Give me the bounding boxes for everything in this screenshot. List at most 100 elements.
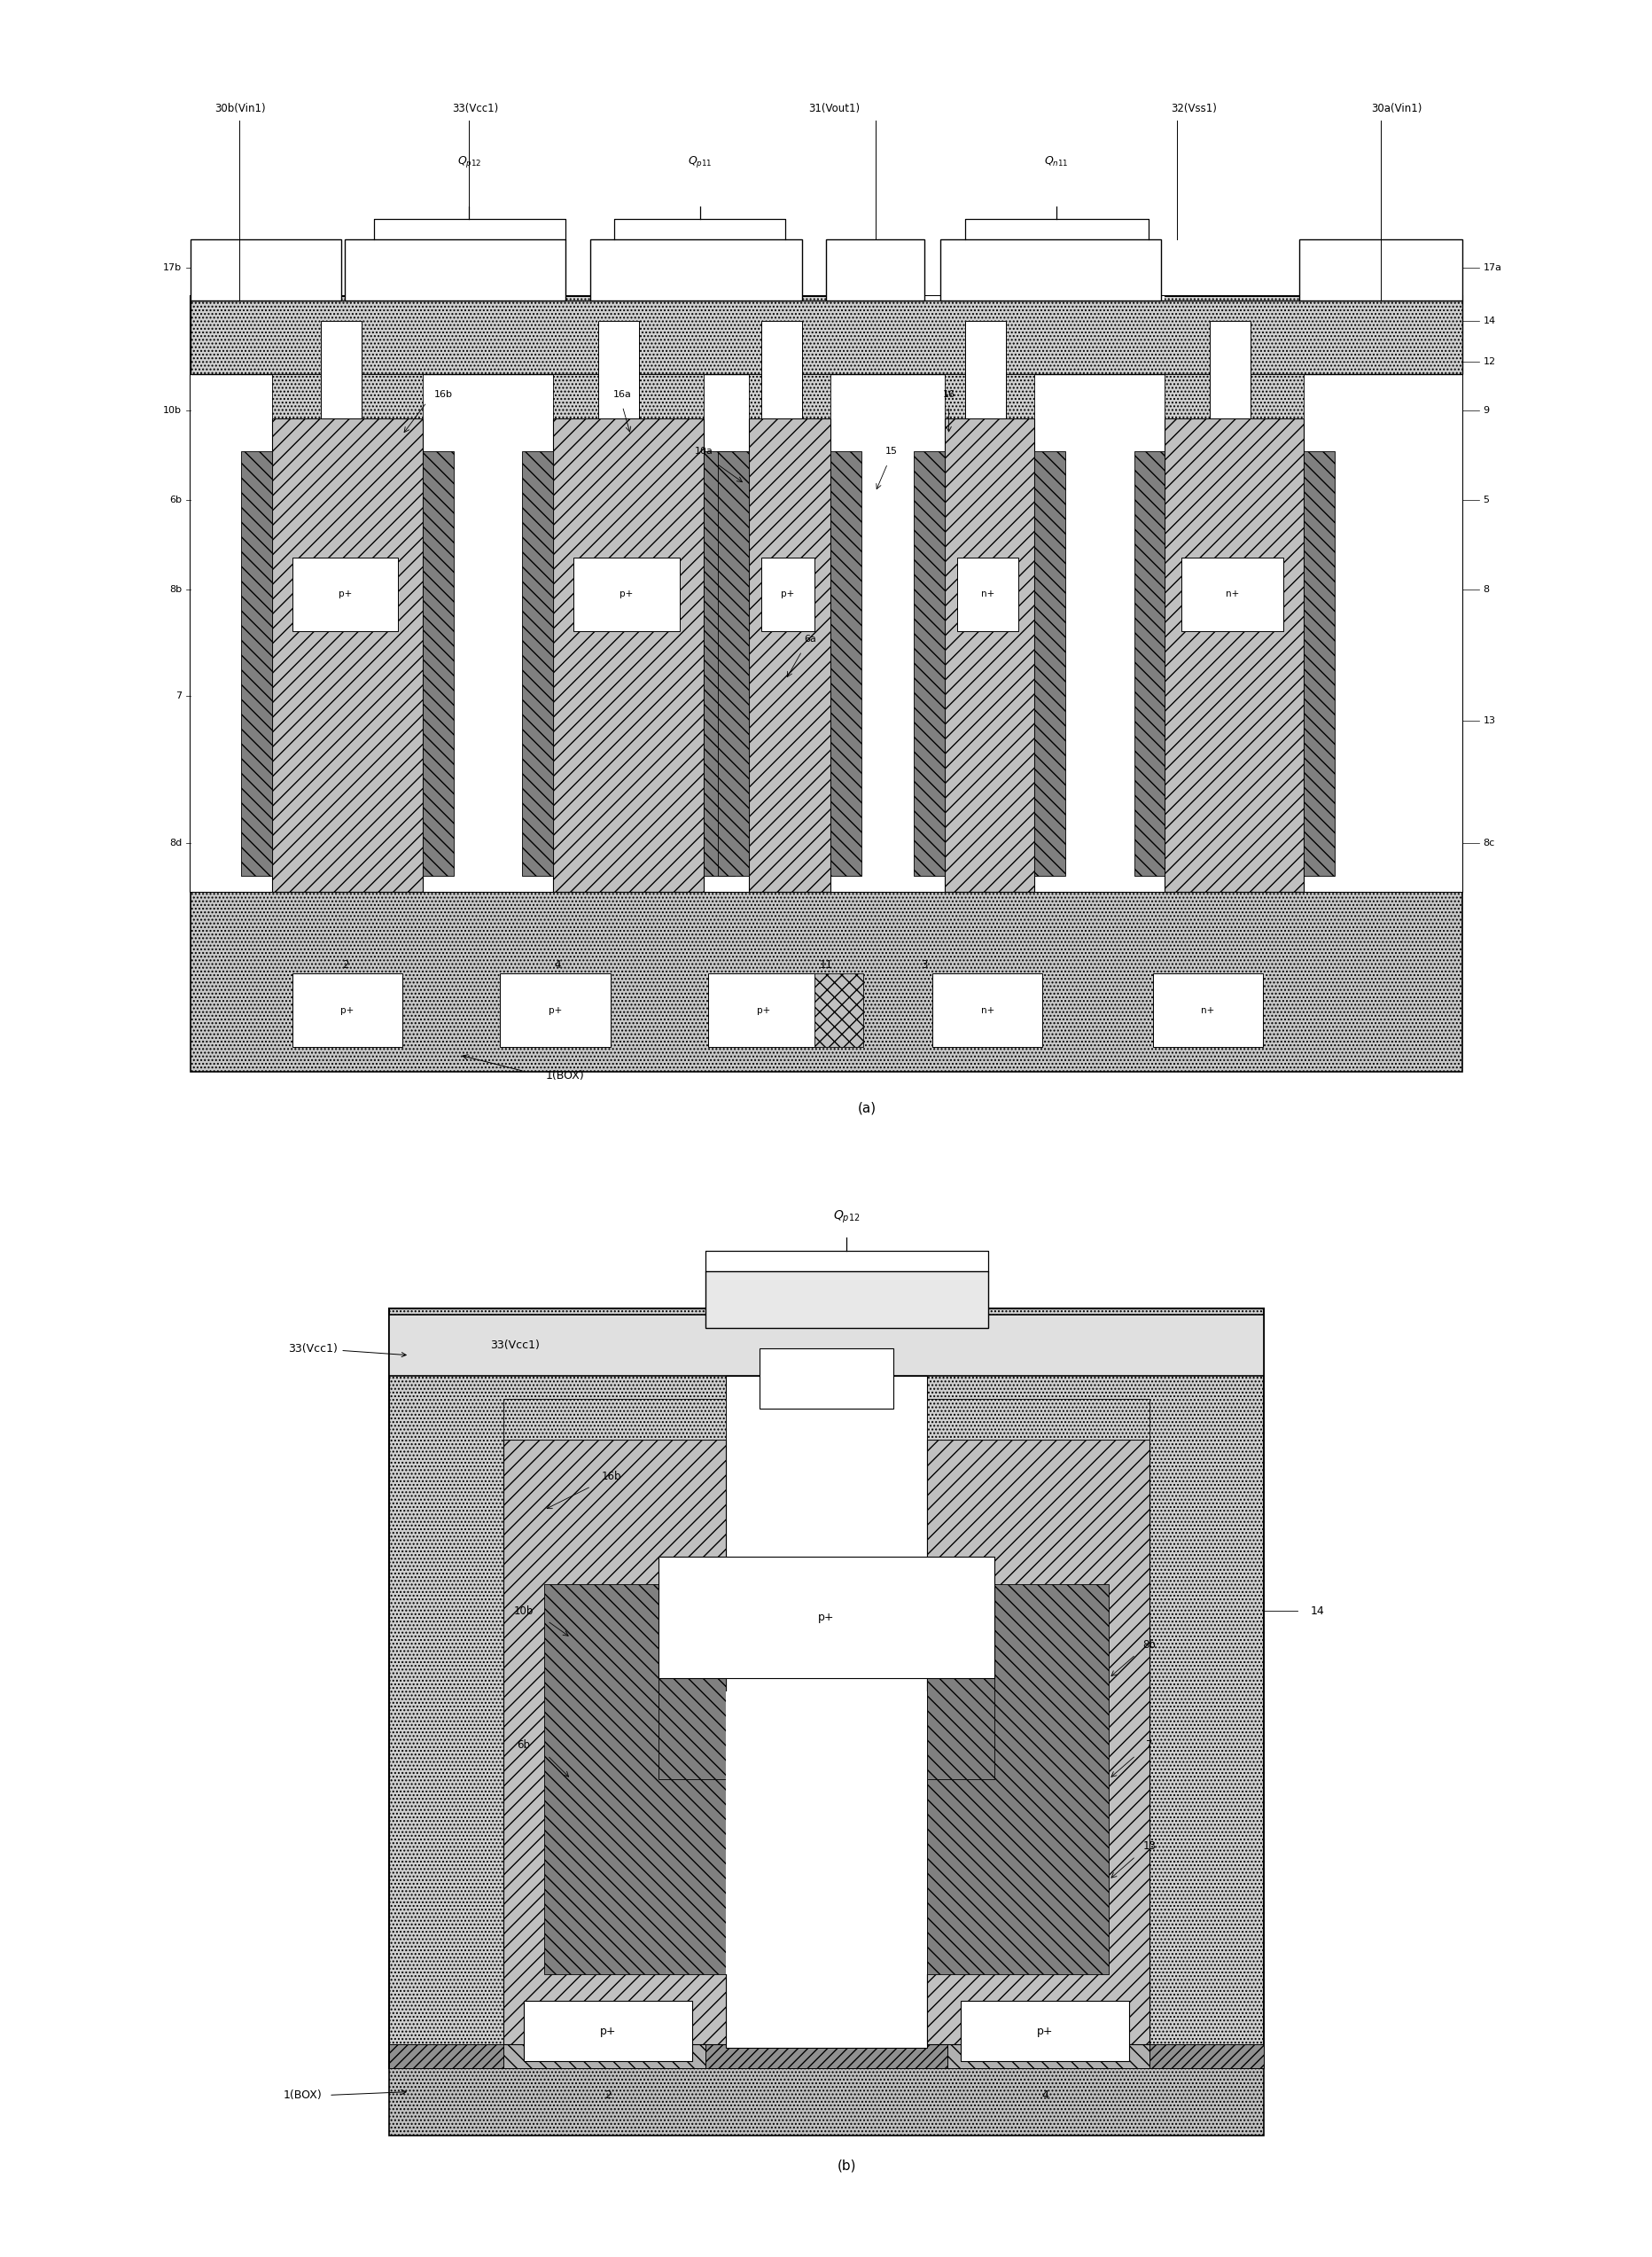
Text: p+: p+ xyxy=(780,589,795,598)
Bar xyxy=(292,973,401,1047)
Text: 10b: 10b xyxy=(514,1605,534,1616)
Bar xyxy=(748,418,829,892)
Text: 32(Vss1): 32(Vss1) xyxy=(1170,104,1216,115)
Text: p+: p+ xyxy=(818,1611,834,1623)
Bar xyxy=(1034,451,1066,876)
Text: 14: 14 xyxy=(1310,1605,1323,1616)
Bar xyxy=(927,1440,1148,2045)
Bar xyxy=(960,2002,1128,2061)
Bar xyxy=(947,1995,1148,2067)
Text: (b): (b) xyxy=(836,2160,856,2173)
Text: 13: 13 xyxy=(1142,1839,1155,1853)
Bar xyxy=(390,2045,1262,2067)
Bar xyxy=(1133,451,1165,876)
Bar xyxy=(814,973,862,1047)
Bar xyxy=(758,1347,894,1408)
Bar xyxy=(190,296,1462,892)
Text: 11: 11 xyxy=(819,959,833,971)
Bar xyxy=(390,2047,1262,2135)
Bar xyxy=(598,320,638,418)
Text: (a): (a) xyxy=(857,1101,876,1115)
Bar xyxy=(501,973,610,1047)
Text: 8c: 8c xyxy=(1482,837,1493,846)
Bar xyxy=(927,1591,995,1779)
Bar xyxy=(522,451,553,876)
Text: 15: 15 xyxy=(885,447,897,456)
Bar xyxy=(390,1309,1262,2067)
Text: p+: p+ xyxy=(600,2025,616,2038)
Text: n+: n+ xyxy=(980,589,995,598)
Text: 16b: 16b xyxy=(433,390,453,399)
Bar xyxy=(271,418,423,892)
Bar xyxy=(345,239,565,300)
Bar xyxy=(241,451,271,876)
Text: 8d: 8d xyxy=(169,837,182,846)
Text: 10a: 10a xyxy=(694,447,714,456)
Text: 6b: 6b xyxy=(170,497,182,506)
Bar xyxy=(590,239,801,300)
Bar xyxy=(762,320,801,418)
Bar xyxy=(940,239,1160,300)
Text: 33(Vcc1): 33(Vcc1) xyxy=(453,104,499,115)
Bar xyxy=(190,300,1462,375)
Bar xyxy=(705,1271,988,1329)
Bar xyxy=(1303,296,1462,892)
Bar xyxy=(914,451,945,876)
Bar xyxy=(271,375,423,418)
Text: 8b: 8b xyxy=(170,585,182,594)
Bar xyxy=(932,973,1042,1047)
Text: 2: 2 xyxy=(605,2090,611,2101)
Bar xyxy=(504,1440,725,2045)
Text: 3: 3 xyxy=(920,959,927,971)
Bar xyxy=(292,557,398,630)
Bar xyxy=(829,451,861,876)
Text: 12: 12 xyxy=(1482,357,1495,366)
Bar xyxy=(553,375,704,418)
Bar xyxy=(553,418,704,892)
Text: 31(Vout1): 31(Vout1) xyxy=(808,104,861,115)
Text: 7: 7 xyxy=(1145,1740,1151,1751)
Bar xyxy=(1034,296,1165,892)
Bar xyxy=(704,451,735,876)
Text: 9: 9 xyxy=(1482,406,1488,415)
Text: 17b: 17b xyxy=(164,264,182,273)
Bar xyxy=(1151,973,1262,1047)
Text: $Q_{n11}$: $Q_{n11}$ xyxy=(1044,156,1069,169)
Text: 1(BOX): 1(BOX) xyxy=(282,2090,322,2101)
Text: $Q_{p11}$: $Q_{p11}$ xyxy=(687,153,712,169)
Text: 8b: 8b xyxy=(1142,1639,1155,1650)
Text: 16: 16 xyxy=(942,390,955,399)
Bar xyxy=(504,1399,725,1440)
Text: 5: 5 xyxy=(1482,497,1488,506)
Bar xyxy=(945,375,1034,418)
Text: p+: p+ xyxy=(757,1007,770,1016)
Text: p+: p+ xyxy=(548,1007,562,1016)
Bar xyxy=(190,239,340,300)
Bar xyxy=(762,557,814,630)
Text: 16a: 16a xyxy=(613,390,631,399)
Text: 30b(Vin1): 30b(Vin1) xyxy=(215,104,266,115)
Bar xyxy=(826,239,923,300)
Bar xyxy=(190,892,1462,1072)
Text: 13: 13 xyxy=(1482,715,1495,724)
Text: 4: 4 xyxy=(553,959,560,971)
Bar xyxy=(423,296,553,892)
Text: $Q_{p12}$: $Q_{p12}$ xyxy=(833,1210,859,1226)
Bar xyxy=(1298,239,1462,300)
Text: 2: 2 xyxy=(342,959,349,971)
Bar xyxy=(748,375,829,418)
Bar xyxy=(1303,451,1333,876)
Text: p+: p+ xyxy=(620,589,633,598)
Text: $Q_{p12}$: $Q_{p12}$ xyxy=(456,153,481,169)
Bar xyxy=(524,2002,692,2061)
Bar xyxy=(651,296,748,892)
Bar xyxy=(965,320,1006,418)
Bar xyxy=(957,557,1018,630)
Bar xyxy=(829,296,945,892)
Bar xyxy=(725,1375,927,2047)
Bar xyxy=(1165,375,1303,418)
Bar xyxy=(657,1557,995,1679)
Bar xyxy=(927,1584,1108,1975)
Text: n+: n+ xyxy=(980,1007,995,1016)
Bar xyxy=(1181,557,1282,630)
